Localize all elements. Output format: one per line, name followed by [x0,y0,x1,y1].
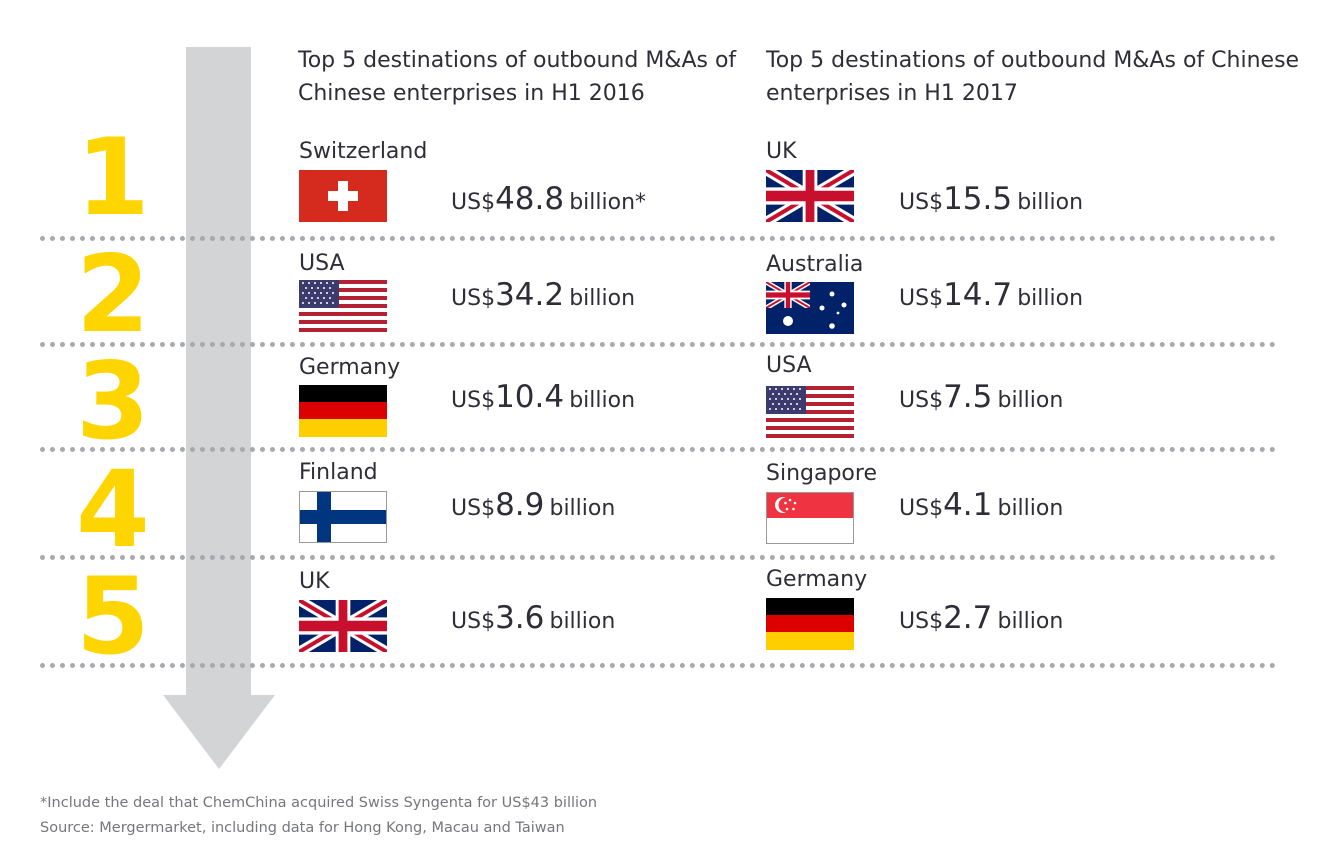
down-arrow-shaft [186,47,251,697]
row-divider [40,555,1276,560]
title-h1-2017: Top 5 destinations of outbound M&As of C… [766,48,1300,106]
row-divider [40,663,1276,668]
value-unit: billion [549,609,616,634]
value-number: 14.7 [943,277,1013,313]
country-name: UK [299,569,330,594]
value-number: 7.5 [943,379,993,415]
country-name: Germany [299,355,401,380]
value-unit: billion [997,609,1064,634]
country-name: Germany [766,567,868,592]
country-name: USA [766,353,812,378]
value-number: 34.2 [495,277,565,313]
footnote: *Include the deal that ChemChina acquire… [40,795,598,811]
currency-label: US$ [899,609,944,634]
value-unit: billion [997,496,1064,521]
currency-label: US$ [451,609,496,634]
value-unit: billion* [569,190,647,215]
rank-number: 5 [76,555,150,678]
value-number: 15.5 [943,181,1013,217]
value-unit: billion [1017,190,1084,215]
row-divider [40,342,1276,347]
country-name: Finland [299,460,378,485]
value-number: 2.7 [943,600,993,636]
row-divider [40,236,1276,241]
rank-number: 1 [76,116,150,239]
deal-value: US$2.7 billion [899,600,1063,636]
currency-label: US$ [451,496,496,521]
singapore-flag-icon [766,492,854,544]
rank-number: 4 [76,448,150,571]
deal-value: US$10.4 billion [451,379,635,415]
switzerland-flag-icon [299,170,387,222]
value-number: 10.4 [495,379,565,415]
value-number: 48.8 [495,181,565,217]
row-divider [40,447,1276,452]
germany-flag-icon [299,385,387,437]
deal-value: US$3.6 billion [451,600,615,636]
title-h1-2016: Top 5 destinations of outbound M&As of C… [298,48,737,106]
value-unit: billion [569,286,636,311]
deal-value: US$14.7 billion [899,277,1083,313]
value-unit: billion [997,388,1064,413]
rank-number: 3 [76,340,150,463]
deal-value: US$4.1 billion [899,487,1063,523]
currency-label: US$ [451,286,496,311]
currency-label: US$ [451,388,496,413]
source-note: Source: Mergermarket, including data for… [40,820,565,836]
currency-label: US$ [899,496,944,521]
deal-value: US$8.9 billion [451,487,615,523]
country-name: USA [299,251,345,276]
germany-flag-icon [766,598,854,650]
currency-label: US$ [899,388,944,413]
value-unit: billion [1017,286,1084,311]
value-number: 4.1 [943,487,993,523]
value-unit: billion [549,496,616,521]
usa-flag-icon [766,386,854,438]
country-name: UK [766,139,797,164]
deal-value: US$7.5 billion [899,379,1063,415]
value-number: 8.9 [495,487,545,523]
country-name: Singapore [766,461,877,486]
usa-flag-icon [299,280,387,332]
country-name: Australia [766,252,864,277]
uk-flag-icon [299,600,387,652]
down-arrow-icon [163,695,275,769]
uk-flag-icon [766,170,854,222]
australia-flag-icon [766,282,854,334]
value-number: 3.6 [495,600,545,636]
deal-value: US$15.5 billion [899,181,1083,217]
deal-value: US$48.8 billion* [451,181,646,217]
value-unit: billion [569,388,636,413]
finland-flag-icon [299,491,387,543]
country-name: Switzerland [299,139,428,164]
currency-label: US$ [451,190,496,215]
deal-value: US$34.2 billion [451,277,635,313]
rank-number: 2 [76,233,150,356]
currency-label: US$ [899,190,944,215]
currency-label: US$ [899,286,944,311]
